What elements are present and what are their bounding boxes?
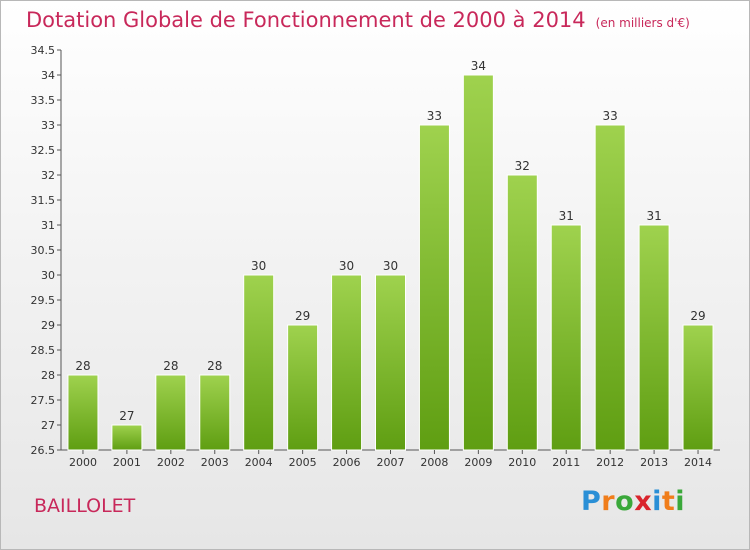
bar xyxy=(682,324,714,451)
x-tick-label: 2008 xyxy=(420,456,448,469)
x-tick-label: 2013 xyxy=(640,456,668,469)
y-tick-label: 27.5 xyxy=(31,394,56,407)
logo-letter: x xyxy=(634,486,653,517)
x-tick-label: 2007 xyxy=(377,456,405,469)
data-label: 30 xyxy=(251,259,266,273)
data-label: 33 xyxy=(603,109,618,123)
data-label: 30 xyxy=(339,259,354,273)
bar xyxy=(111,424,143,451)
y-tick-label: 34.5 xyxy=(31,44,56,57)
x-tick-label: 2014 xyxy=(684,456,712,469)
y-tick-label: 34 xyxy=(41,69,55,82)
x-tick-label: 2009 xyxy=(464,456,492,469)
y-tick-label: 31 xyxy=(41,219,55,232)
y-tick-label: 32 xyxy=(41,169,55,182)
x-tick-label: 2004 xyxy=(245,456,273,469)
x-tick-label: 2000 xyxy=(69,456,97,469)
x-tick-label: 2001 xyxy=(113,456,141,469)
logo-letter: i xyxy=(652,486,662,517)
y-tick-label: 30 xyxy=(41,269,55,282)
y-tick-label: 33 xyxy=(41,119,55,132)
y-tick-label: 30.5 xyxy=(31,244,56,257)
y-tick-label: 26.5 xyxy=(31,444,56,457)
bar xyxy=(331,274,363,451)
chart-title: Dotation Globale de Fonctionnement de 20… xyxy=(26,8,690,32)
x-tick-label: 2003 xyxy=(201,456,229,469)
logo-letter: t xyxy=(661,486,676,517)
x-tick-label: 2010 xyxy=(508,456,536,469)
bar xyxy=(287,324,319,451)
data-label: 29 xyxy=(295,309,310,323)
data-label: 31 xyxy=(559,209,574,223)
bar xyxy=(506,174,538,451)
bar xyxy=(199,374,231,451)
logo-letter: P xyxy=(581,486,602,517)
data-label: 31 xyxy=(646,209,661,223)
logo-letter: r xyxy=(601,486,616,517)
logo-letter: i xyxy=(675,486,686,517)
y-tick-label: 29.5 xyxy=(31,294,56,307)
title-text: Dotation Globale de Fonctionnement de 20… xyxy=(26,8,586,32)
data-label: 33 xyxy=(427,109,442,123)
proxiti-logo: Proxiti xyxy=(581,486,685,517)
bar xyxy=(550,224,582,451)
chart-subtitle: (en milliers d'€) xyxy=(595,16,690,30)
data-label: 28 xyxy=(163,359,178,373)
x-tick-label: 2011 xyxy=(552,456,580,469)
x-tick-label: 2006 xyxy=(333,456,361,469)
bar xyxy=(594,124,626,451)
logo-letter: o xyxy=(615,486,635,517)
data-label: 32 xyxy=(515,159,530,173)
data-label: 34 xyxy=(471,59,486,73)
y-tick-label: 27 xyxy=(41,419,55,432)
y-tick-label: 29 xyxy=(41,319,55,332)
data-label: 29 xyxy=(690,309,705,323)
data-label: 28 xyxy=(207,359,222,373)
commune-name: BAILLOLET xyxy=(34,495,136,517)
x-tick-label: 2012 xyxy=(596,456,624,469)
bar xyxy=(638,224,670,451)
bar xyxy=(418,124,450,451)
data-label: 27 xyxy=(119,409,134,423)
bar xyxy=(243,274,275,451)
y-tick-label: 33.5 xyxy=(31,94,56,107)
x-tick-label: 2005 xyxy=(289,456,317,469)
bar xyxy=(67,374,99,451)
y-tick-label: 32.5 xyxy=(31,144,56,157)
y-tick-label: 28 xyxy=(41,369,55,382)
bar xyxy=(155,374,187,451)
x-tick-label: 2002 xyxy=(157,456,185,469)
bar xyxy=(375,274,406,451)
y-tick-label: 28.5 xyxy=(31,344,56,357)
data-label: 30 xyxy=(383,259,398,273)
bar xyxy=(462,74,494,451)
data-label: 28 xyxy=(75,359,90,373)
y-tick-label: 31.5 xyxy=(31,194,56,207)
